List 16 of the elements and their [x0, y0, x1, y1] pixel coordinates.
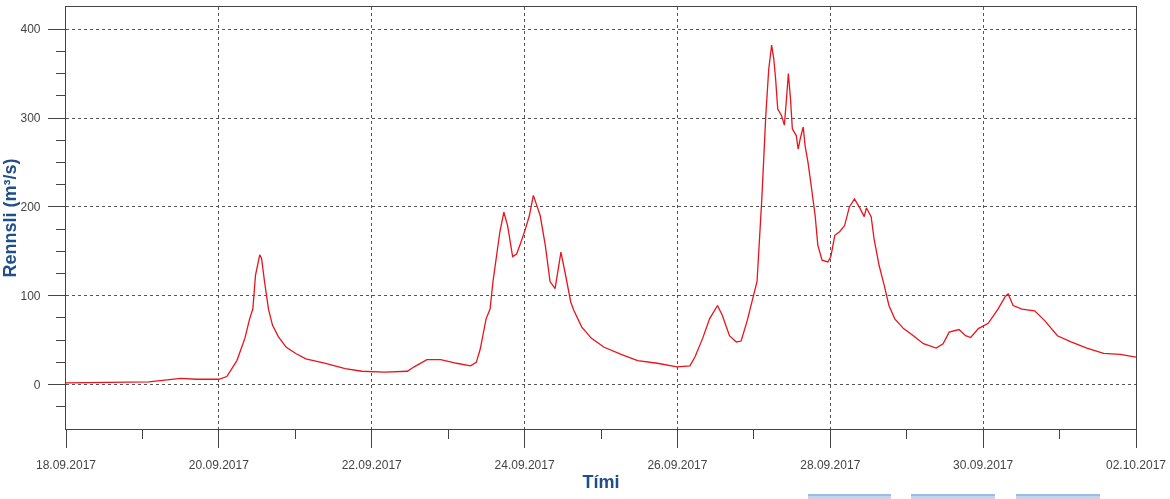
y-tick-label: 0 [33, 377, 41, 392]
y-tick-label: 400 [20, 22, 41, 37]
x-tick-label: 28.09.2017 [800, 457, 861, 472]
line-series [66, 44, 1136, 384]
x-tick-label: 20.09.2017 [188, 457, 250, 472]
y-axis-title: Rennsli (m³/s) [0, 158, 20, 278]
x-tick-label: 02.10.2017 [1105, 457, 1167, 472]
y-tick-label: 300 [20, 111, 41, 126]
y-tick-label: 200 [20, 200, 41, 215]
y-tick-label: 100 [20, 288, 41, 303]
x-tick-label: 22.09.2017 [341, 457, 403, 472]
x-tick-label: 26.09.2017 [647, 457, 708, 472]
x-tick-label: 30.09.2017 [953, 457, 1014, 472]
x-tick-label: 18.09.2017 [35, 457, 97, 472]
x-axis-title: Tími [582, 471, 620, 492]
x-tick-label: 24.09.2017 [494, 457, 555, 472]
